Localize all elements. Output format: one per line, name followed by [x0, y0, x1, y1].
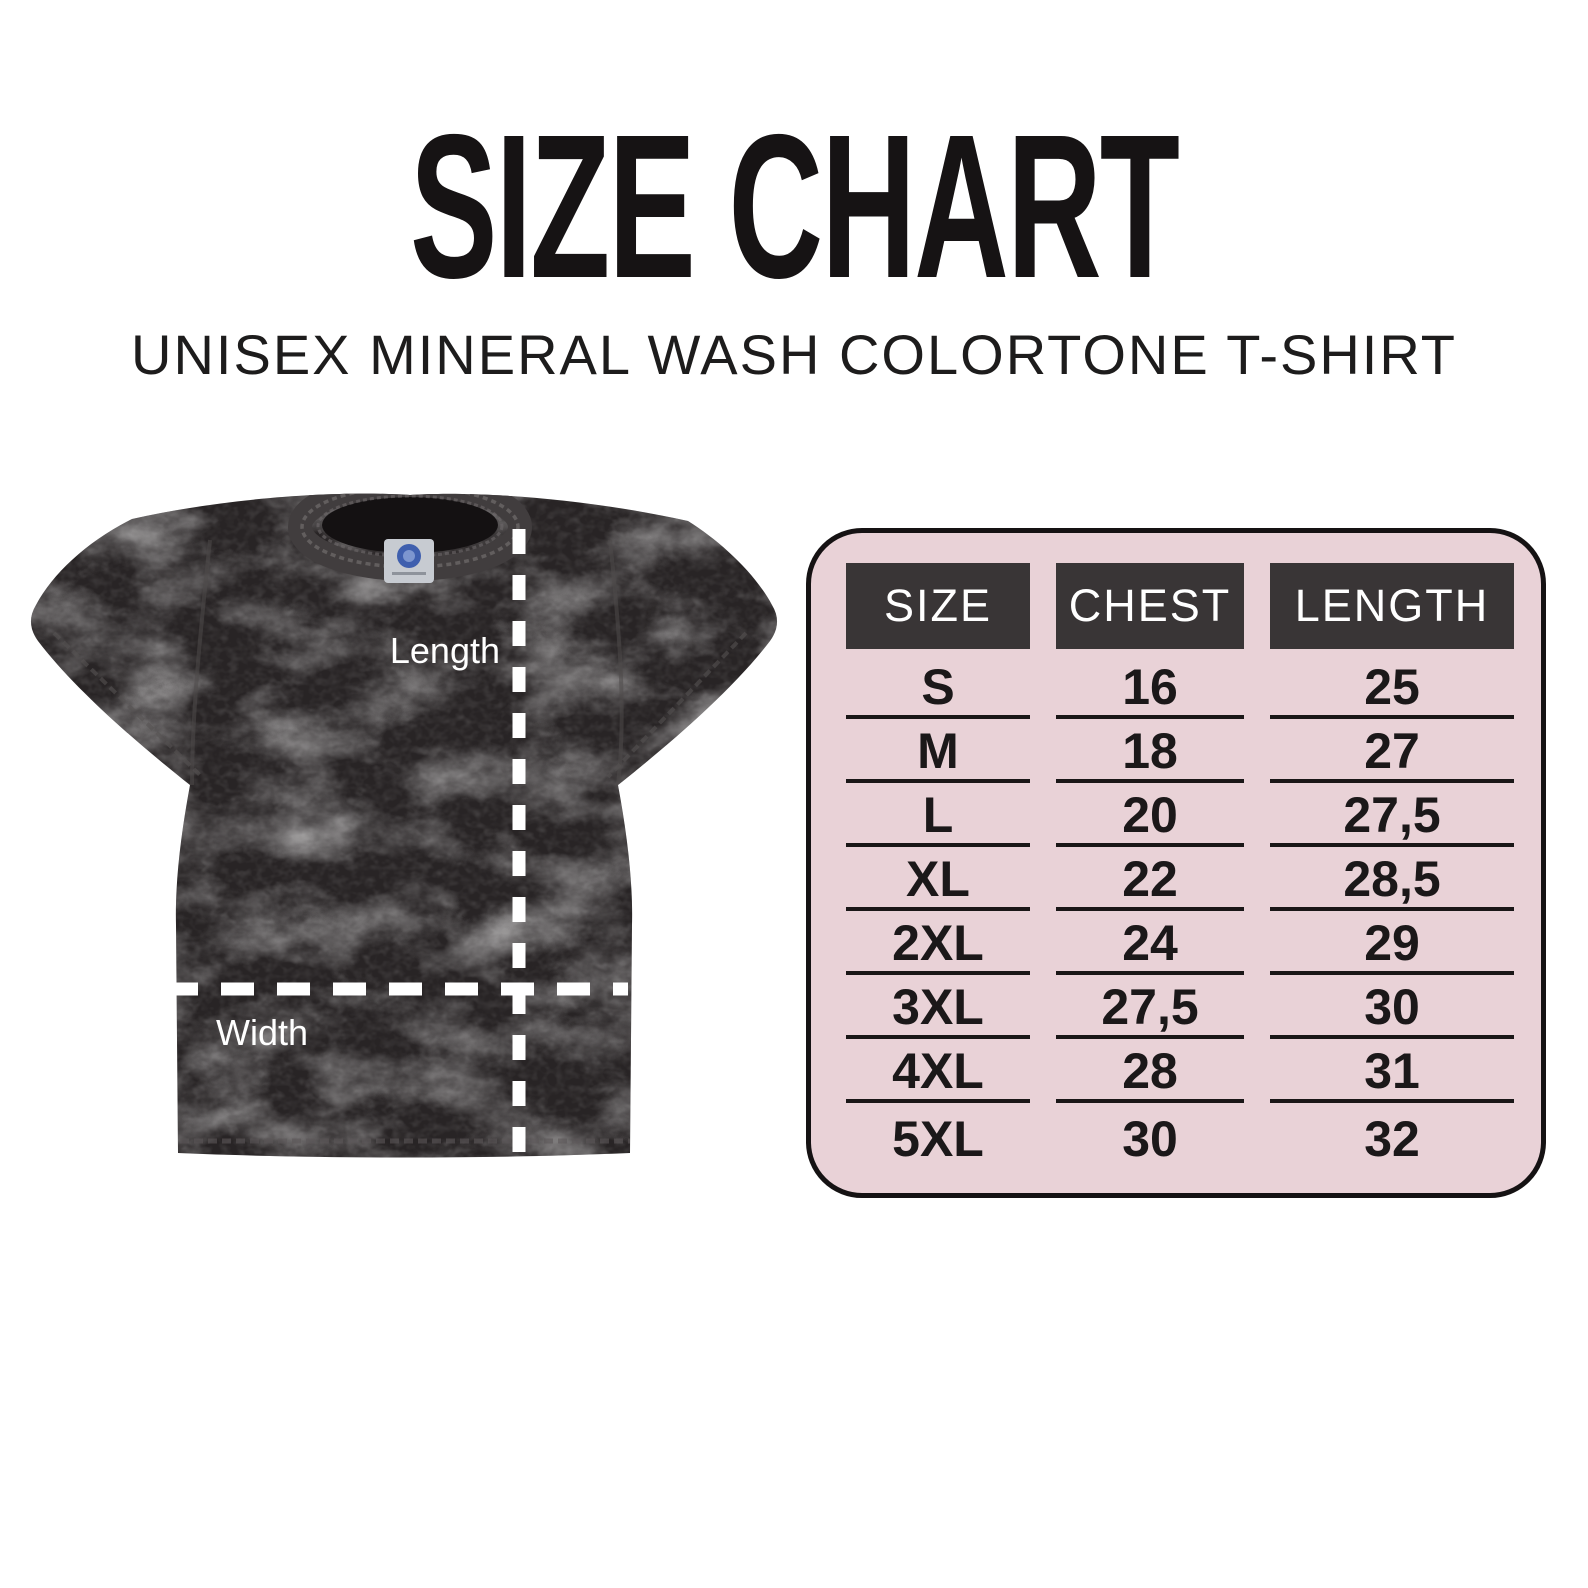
collar-tag — [384, 539, 434, 583]
table-row: 5XL 30 32 — [846, 1103, 1518, 1167]
table-row: S 16 25 — [846, 655, 1518, 719]
width-label: Width — [216, 1012, 308, 1053]
table-row: XL 22 28,5 — [846, 847, 1518, 911]
table-cell: S — [846, 655, 1030, 719]
table-cell: 31 — [1270, 1039, 1514, 1103]
table-cell: 27 — [1270, 719, 1514, 783]
column-header-chest: CHEST — [1056, 563, 1244, 649]
table-cell: 2XL — [846, 911, 1030, 975]
table-cell: 5XL — [892, 1110, 984, 1167]
right-cuff-stitch — [606, 631, 748, 779]
table-cell: 27,5 — [1270, 783, 1514, 847]
column-header-size: SIZE — [846, 563, 1030, 649]
table-row: 2XL 24 29 — [846, 911, 1518, 975]
table-cell: 22 — [1056, 847, 1244, 911]
table-cell: 4XL — [846, 1039, 1030, 1103]
table-cell: 3XL — [846, 975, 1030, 1039]
table-cell: 20 — [1056, 783, 1244, 847]
table-cell: 30 — [1122, 1110, 1178, 1167]
table-cell: M — [846, 719, 1030, 783]
size-chart-title-text: SIZE CHART — [410, 92, 1180, 321]
shirt-figure: Length Width — [30, 493, 778, 1158]
left-armhole-seam — [190, 539, 212, 786]
table-cell: 16 — [1056, 655, 1244, 719]
table-cell: 29 — [1270, 911, 1514, 975]
table-cell: 32 — [1364, 1110, 1420, 1167]
column-header-length: LENGTH — [1270, 563, 1514, 649]
table-cell: XL — [846, 847, 1030, 911]
table-row: M 18 27 — [846, 719, 1518, 783]
collar — [288, 493, 532, 583]
table-cell: 30 — [1270, 975, 1514, 1039]
table-cell: L — [846, 783, 1030, 847]
table-body: S 16 25 M 18 27 L 20 27,5 XL 22 28,5 2XL 24 29 3XL 27,5 3… — [846, 655, 1518, 1167]
tee-graphic: Length Width — [30, 493, 778, 1158]
table-cell: 18 — [1056, 719, 1244, 783]
table-row: 4XL 28 31 — [846, 1039, 1518, 1103]
table-header-row: SIZE CHEST LENGTH — [846, 563, 1518, 649]
table-cell: 28 — [1056, 1039, 1244, 1103]
size-chart-title: SIZE CHART — [0, 104, 1588, 309]
size-chart-subtitle: UNISEX MINERAL WASH COLORTONE T-SHIRT — [131, 323, 1457, 386]
right-armhole-seam — [608, 539, 624, 786]
table-cell: 25 — [1270, 655, 1514, 719]
table-cell: 24 — [1056, 911, 1244, 975]
collar-outer-stitch — [300, 493, 520, 569]
left-cuff-stitch — [52, 631, 204, 779]
size-table-card: SIZE CHEST LENGTH S 16 25 M 18 27 L 20 27,5 XL 22 28,… — [806, 528, 1546, 1198]
length-label: Length — [390, 630, 500, 671]
table-row: L 20 27,5 — [846, 783, 1518, 847]
table-cell: 28,5 — [1270, 847, 1514, 911]
table-row: 3XL 27,5 30 — [846, 975, 1518, 1039]
table-cell: 27,5 — [1056, 975, 1244, 1039]
